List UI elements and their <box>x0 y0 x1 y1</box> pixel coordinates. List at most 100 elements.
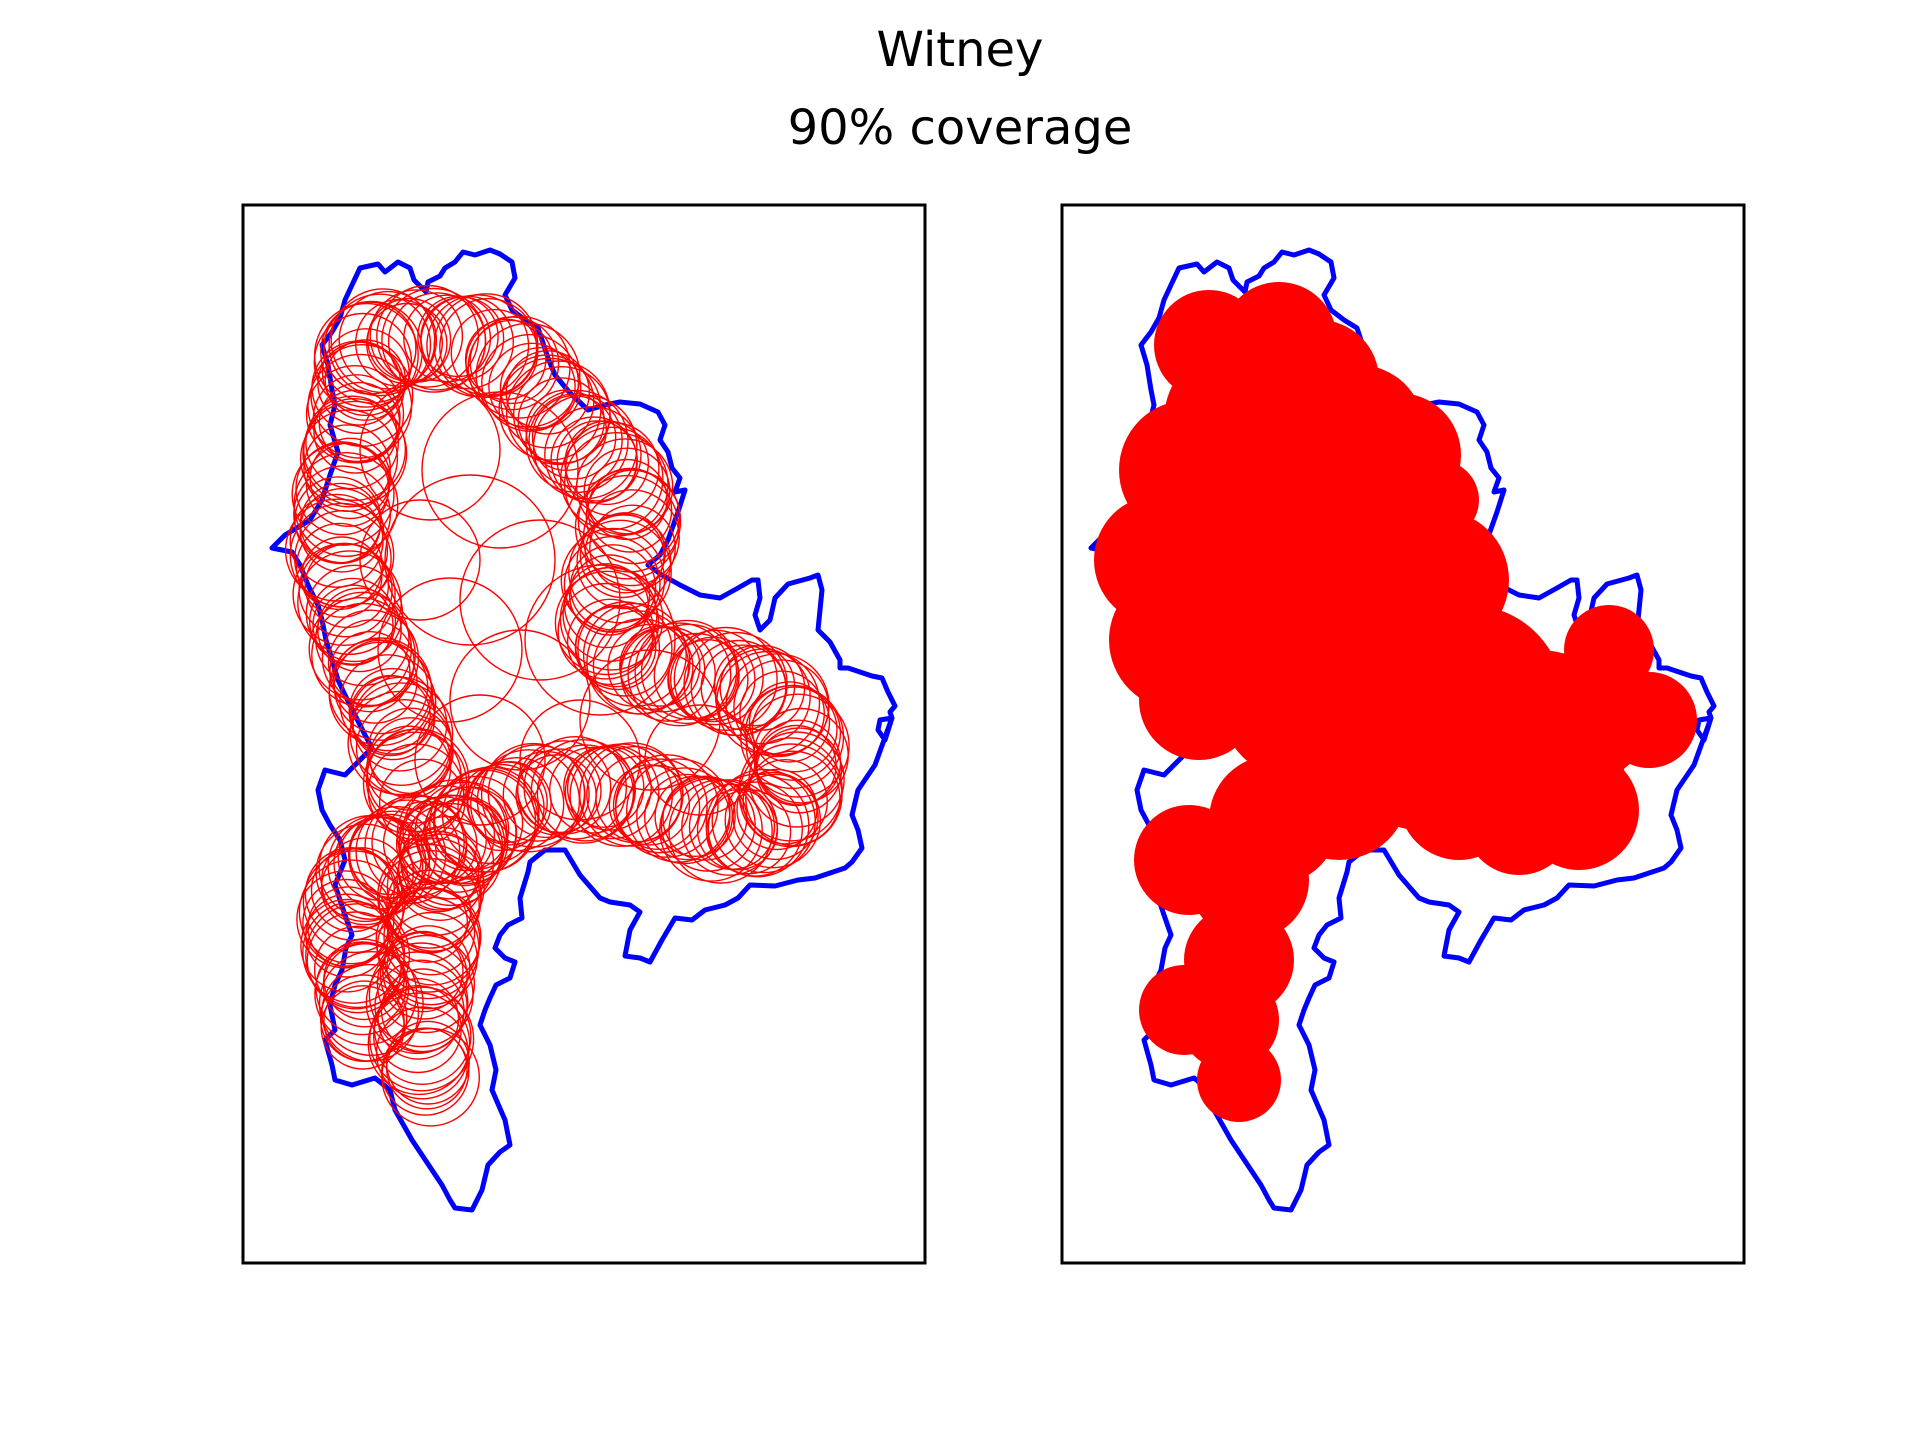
coverage-disc <box>1564 605 1654 695</box>
coverage-circle <box>608 764 691 846</box>
coverage-circle <box>337 816 422 902</box>
coverage-circle <box>640 623 738 720</box>
coverage-circle <box>499 346 582 429</box>
coverage-circle <box>377 577 523 723</box>
coverage-circle <box>564 420 650 506</box>
coverage-circle <box>314 942 418 1046</box>
coverage-circle <box>668 629 764 726</box>
coverage-circle <box>381 1027 480 1127</box>
coverage-circle <box>313 312 413 412</box>
coverage-circle <box>644 704 756 816</box>
coverage-circle <box>592 618 690 715</box>
coverage-circle <box>349 682 454 786</box>
coverage-circle <box>387 292 487 391</box>
coverage-circle <box>536 744 635 842</box>
coverage-circle <box>733 659 830 756</box>
figure-title: Witney <box>876 22 1044 78</box>
coverage-circle <box>350 675 436 761</box>
coverage-circle <box>292 542 396 646</box>
coverage-circle <box>745 750 841 847</box>
coverage-circle <box>502 750 590 839</box>
coverage-circle <box>654 775 736 857</box>
coverage-circle <box>314 591 410 687</box>
coverage-circle <box>579 513 665 599</box>
coverage-circle <box>379 931 468 1020</box>
coverage-circle <box>315 941 410 1036</box>
coverage-circle <box>386 858 480 952</box>
coverage-circle <box>524 564 676 716</box>
coverage-circle <box>298 859 404 965</box>
coverage-circle <box>302 850 406 954</box>
coverage-circle <box>305 564 404 663</box>
coverage-circle <box>421 391 579 549</box>
coverage-disc <box>1134 805 1244 915</box>
coverage-circle <box>318 951 424 1057</box>
coverage-circle <box>583 447 671 535</box>
coverage-circle <box>329 631 411 713</box>
coverage-circle <box>369 289 464 383</box>
coverage-circle <box>673 626 778 732</box>
coverage-circle <box>519 699 641 821</box>
coverage-circle <box>384 474 556 646</box>
coverage-circle <box>369 986 475 1092</box>
coverage-circle <box>612 758 708 854</box>
coverage-circles-left <box>284 284 850 1127</box>
coverage-circle <box>480 742 586 848</box>
coverage-circle <box>289 493 384 588</box>
coverage-circle <box>557 582 655 680</box>
coverage-circle <box>659 778 763 882</box>
coverage-circle <box>587 467 673 553</box>
coverage-circle <box>302 878 391 967</box>
coverage-circle <box>375 887 481 993</box>
coverage-circle <box>295 441 390 536</box>
coverage-circle <box>365 951 469 1055</box>
coverage-circle <box>516 748 602 834</box>
coverage-circle <box>619 625 701 707</box>
witney-boundary-left <box>269 247 898 1213</box>
coverage-circle <box>626 758 731 863</box>
coverage-circle <box>636 767 734 865</box>
coverage-disc <box>1164 545 1314 695</box>
coverage-circle <box>748 681 831 763</box>
coverage-disc <box>1601 672 1697 768</box>
coverage-circle <box>459 519 621 681</box>
coverage-circle <box>318 381 401 464</box>
coverage-fill-right <box>1094 282 1697 1122</box>
coverage-circle <box>705 789 792 875</box>
coverage-circle <box>300 536 383 618</box>
coverage-circle <box>310 848 396 933</box>
coverage-circle <box>554 570 660 676</box>
coverage-disc <box>1399 460 1479 540</box>
coverage-circle <box>450 308 539 397</box>
coverage-circle <box>320 300 423 404</box>
coverage-circle <box>579 649 721 791</box>
coverage-circle <box>732 773 819 861</box>
coverage-disc <box>1139 965 1229 1055</box>
coverage-circle <box>299 409 399 508</box>
coverage-circle <box>620 626 716 722</box>
coverage-circle <box>660 776 756 872</box>
coverage-circle <box>377 978 460 1060</box>
coverage-circle <box>560 426 664 531</box>
coverage-circle <box>715 650 821 756</box>
coverage-circle <box>751 686 838 773</box>
coverage-circle <box>376 896 480 1000</box>
coverage-circle <box>574 604 661 691</box>
coverage-circle <box>339 654 437 752</box>
coverage-circle <box>724 771 822 869</box>
coverage-circle <box>284 498 389 602</box>
coverage-circle <box>348 813 431 896</box>
coverage-disc <box>1197 1038 1281 1122</box>
coverage-circle <box>488 342 576 431</box>
panel-left <box>241 203 927 1265</box>
coverage-circle <box>515 754 597 836</box>
coverage-circle <box>365 728 470 833</box>
coverage-circle <box>367 992 471 1096</box>
coverage-circle <box>364 794 468 898</box>
coverage-circle <box>414 694 546 826</box>
coverage-circle <box>513 365 611 464</box>
coverage-circle <box>432 769 537 873</box>
coverage-circle <box>321 328 410 417</box>
witney-boundary-right <box>1088 247 1717 1213</box>
coverage-circle <box>313 925 402 1014</box>
